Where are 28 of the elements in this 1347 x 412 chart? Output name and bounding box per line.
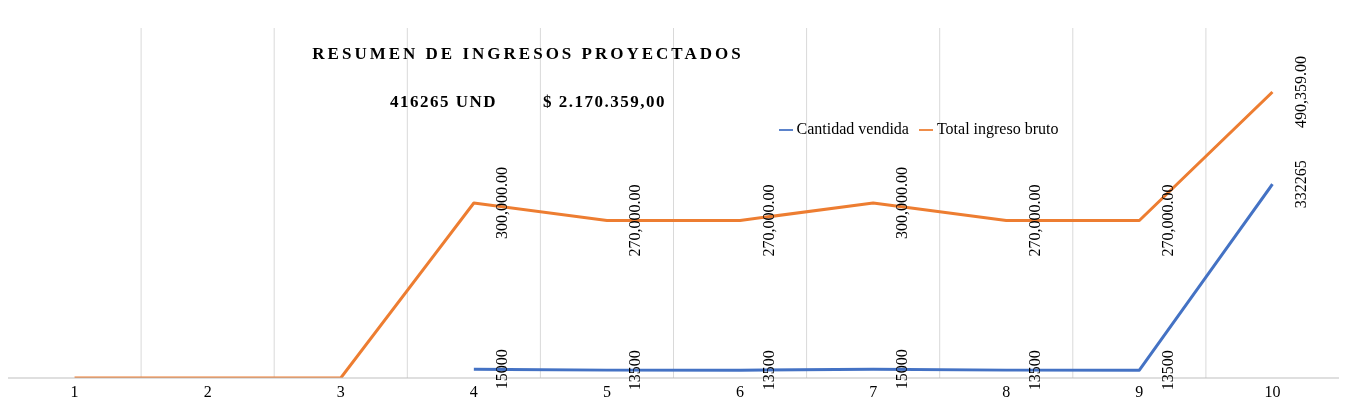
data-label: 270,000.00 [1158, 184, 1176, 257]
legend-label: Total ingreso bruto [936, 120, 1059, 137]
data-label: 15000 [493, 349, 511, 390]
x-tick-label: 6 [736, 383, 745, 401]
data-label: 13500 [1025, 350, 1043, 391]
data-label: 300,000.00 [892, 167, 910, 239]
legend-label: Cantidad vendida [796, 120, 909, 137]
data-label: 15000 [892, 349, 910, 390]
text: RESUMEN DE INGRESOS PROYECTADOS [311, 44, 745, 64]
x-tick-label: 5 [602, 383, 611, 401]
x-tick-label: 1 [70, 383, 79, 401]
data-label: 300,000.00 [493, 167, 511, 239]
text: 416265 UND $ 2.170.359,00 [388, 92, 668, 112]
data-label: 332265 [1291, 160, 1309, 209]
data-label: 270,000.00 [759, 184, 777, 257]
x-tick-label: 3 [336, 383, 345, 401]
x-tick-label: 9 [1135, 383, 1144, 401]
data-label: 270,000.00 [626, 184, 644, 257]
x-tick-label: 8 [1002, 383, 1011, 401]
data-label: 13500 [626, 350, 644, 391]
x-tick-label: 4 [469, 383, 478, 401]
data-label: 13500 [1158, 350, 1176, 391]
x-tick-label: 7 [869, 383, 878, 401]
x-tick-label: 10 [1264, 383, 1281, 401]
data-label: 490,359.00 [1291, 55, 1309, 128]
x-tick-label: 2 [203, 383, 212, 401]
data-label: 13500 [759, 350, 777, 391]
data-label: 270,000.00 [1025, 184, 1043, 257]
